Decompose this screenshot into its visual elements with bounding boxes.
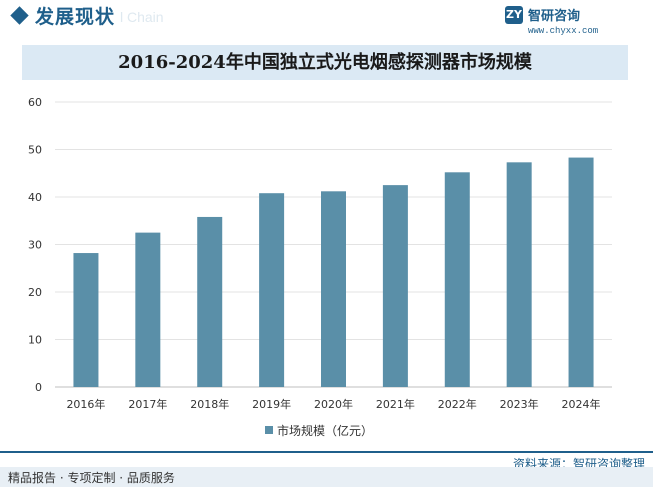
bar — [197, 216, 223, 387]
y-tick-label: 0 — [35, 381, 42, 394]
diamond-icon — [10, 6, 29, 25]
header: 发展现状 l Chain ZY 智研咨询 www.chyxx.com — [0, 0, 653, 36]
bar-chart: 0 10 20 30 40 50 60 2016年 2017年 2018年 2019年 2020年 20… — [28, 96, 612, 411]
y-tick-label: 10 — [28, 334, 42, 347]
legend-label: 市场规模（亿元） — [277, 424, 374, 438]
y-tick-label: 30 — [28, 239, 42, 252]
footer-divider — [0, 451, 653, 453]
x-tick-label: 2018年 — [190, 397, 229, 411]
x-tick-label: 2024年 — [562, 397, 601, 411]
x-tick-label: 2023年 — [500, 397, 539, 411]
bar — [506, 162, 532, 387]
brand-url: www.chyxx.com — [528, 26, 599, 36]
y-tick-label: 50 — [28, 144, 42, 157]
bar — [259, 193, 285, 387]
x-tick-label: 2017年 — [128, 397, 167, 411]
bar — [444, 172, 470, 387]
section-subtitle: l Chain — [120, 9, 164, 25]
x-tick-label: 2020年 — [314, 397, 353, 411]
bar — [135, 232, 161, 387]
brand-name: 智研咨询 — [528, 9, 581, 24]
chart-title: 2016-2024年中国独立式光电烟感探测器市场规模 — [118, 52, 532, 73]
y-tick-label: 40 — [28, 191, 42, 204]
tagline: 精品报告 · 专项定制 · 品质服务 — [8, 471, 175, 485]
footer-bar: 精品报告 · 专项定制 · 品质服务 — [0, 467, 653, 487]
legend-swatch — [265, 426, 273, 434]
brand-logo-icon: ZY — [505, 6, 523, 24]
x-tick-label: 2021年 — [376, 397, 415, 411]
y-tick-label: 60 — [28, 96, 42, 109]
bar — [321, 191, 346, 387]
x-tick-label: 2022年 — [438, 397, 477, 411]
x-tick-label: 2019年 — [252, 397, 291, 411]
section-title: 发展现状 — [35, 6, 116, 28]
x-tick-label: 2016年 — [66, 397, 105, 411]
brand: ZY 智研咨询 www.chyxx.com — [505, 5, 645, 41]
chart-title-bar: 2016-2024年中国独立式光电烟感探测器市场规模 — [22, 45, 628, 80]
bar — [568, 157, 594, 387]
bar — [73, 253, 99, 387]
bar — [382, 185, 408, 387]
y-tick-label: 20 — [28, 286, 42, 299]
